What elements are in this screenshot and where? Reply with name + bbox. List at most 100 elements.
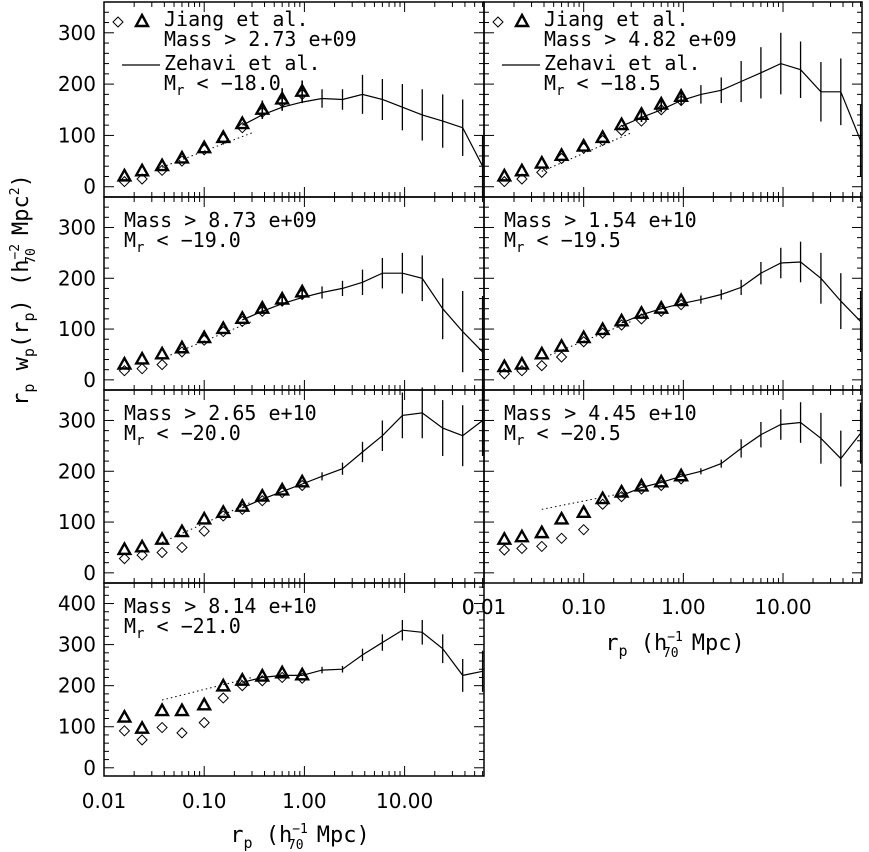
magnitude-value: < −19.5 <box>524 228 620 252</box>
triangle-point <box>154 530 170 545</box>
triangle-point <box>234 671 251 686</box>
triangle-point <box>215 129 232 144</box>
triangle-point <box>575 137 592 152</box>
triangle-point <box>673 87 690 103</box>
y-tick-label: 0 <box>83 756 96 780</box>
triangle-point <box>134 538 150 553</box>
magnitude-cut: Mr < −18.5 <box>544 71 661 99</box>
magnitude-subscript: r <box>516 433 524 449</box>
xlabel-sup: −1 <box>292 822 308 837</box>
legend-jiang: Jiang et al. <box>544 7 689 31</box>
ylabel-part: p <box>20 348 38 357</box>
triangle-point <box>653 473 670 488</box>
y-axis-label: rp wp(rp) (h−270 Mpc2) <box>8 174 39 406</box>
legend-zehavi: Zehavi et al. <box>164 51 321 75</box>
triangle-point <box>134 162 150 177</box>
y-tick-label: 200 <box>58 72 96 96</box>
y-tick-label: 300 <box>58 633 96 657</box>
dotted-fit <box>541 132 632 172</box>
magnitude-cut: Mr < −19.5 <box>504 228 621 256</box>
triangle-point <box>653 299 670 314</box>
triangle-point <box>533 345 550 360</box>
x-tick-label-bottom: 0.01 <box>82 789 127 813</box>
y-tick-label: 200 <box>58 674 96 698</box>
x-axis-label-right: rp (h−1 70 Mpc) <box>605 630 745 661</box>
zehavi-line <box>621 261 862 324</box>
diamond-point <box>256 495 269 507</box>
diamond-point <box>498 544 511 556</box>
triangle-point <box>215 320 232 335</box>
triangle-point <box>553 337 570 352</box>
y-tick-label: 0 <box>83 368 96 392</box>
xlabel-sub: p <box>243 834 252 852</box>
mass-threshold: Mass > 8.14 e+10 <box>124 594 317 618</box>
x-tick-label-bottom: 1.00 <box>282 789 327 813</box>
ylabel-part: w <box>9 356 34 383</box>
diamond-point <box>555 532 568 545</box>
magnitude-value: < −20.0 <box>144 421 240 445</box>
triangle-point <box>196 139 213 154</box>
diamond-point <box>577 523 590 536</box>
triangle-point <box>673 292 690 307</box>
diamond-point <box>198 525 210 537</box>
ylabel-part: −2 <box>8 244 23 260</box>
xlabel-sub: p <box>618 642 627 660</box>
x-tick-label-bottom: 10.00 <box>376 789 433 813</box>
triangle-point <box>673 467 690 482</box>
y-tick-label: 400 <box>58 592 96 616</box>
legend-triangle <box>513 12 531 28</box>
triangle-point <box>274 290 291 305</box>
triangle-point <box>633 304 650 319</box>
triangle-point <box>633 105 650 120</box>
y-tick-label: 100 <box>58 510 96 534</box>
y-tick-label: 100 <box>58 317 96 341</box>
xlabel-sub2: 70 <box>288 838 304 852</box>
zehavi-line <box>242 629 483 683</box>
y-tick-label: 200 <box>58 459 96 483</box>
magnitude-value: < −18.5 <box>564 71 660 95</box>
diamond-point <box>615 319 628 331</box>
diamond-point <box>118 552 131 565</box>
triangle-point <box>116 355 133 370</box>
triangle-point <box>294 473 311 488</box>
triangle-point <box>274 481 291 496</box>
diamond-point <box>198 716 210 729</box>
diamond-point <box>516 173 528 185</box>
diamond-point <box>136 549 148 561</box>
magnitude-value: < −21.0 <box>144 614 240 638</box>
triangle-point <box>575 503 592 519</box>
ylabel-part: ) <box>9 174 34 187</box>
triangle-point <box>294 283 311 298</box>
diamond-point <box>615 490 628 503</box>
y-tick-label: 300 <box>58 215 96 239</box>
y-tick-label: 100 <box>58 123 96 147</box>
diamond-point <box>236 122 249 134</box>
triangle-point <box>154 702 170 717</box>
y-tick-label: 200 <box>58 266 96 290</box>
diamond-point <box>136 734 148 746</box>
diamond-point <box>176 346 188 358</box>
x-tick-label-overflow: 0 <box>462 595 475 619</box>
magnitude-subscript: r <box>136 626 144 642</box>
diamond-point <box>156 721 168 734</box>
triangle-point <box>294 666 311 681</box>
triangle-point <box>234 497 251 512</box>
triangle-point <box>116 541 133 556</box>
triangle-point <box>594 129 611 144</box>
diamond-point <box>156 164 168 177</box>
triangle-point <box>215 677 232 692</box>
xlabel-sup: −1 <box>667 630 683 645</box>
x-axis-label-bottom: rp (h−1 70 Mpc) <box>230 822 370 852</box>
ylabel-part: r <box>9 393 34 406</box>
triangle-point <box>154 345 170 360</box>
triangle-point <box>594 321 611 336</box>
triangle-point <box>274 90 291 105</box>
y-tick-label: 300 <box>58 408 96 432</box>
mass-threshold: Mass > 2.73 e+09 <box>164 27 357 51</box>
y-tick-label: 0 <box>83 175 96 199</box>
triangle-point <box>533 524 550 539</box>
diamond-point <box>536 359 548 372</box>
